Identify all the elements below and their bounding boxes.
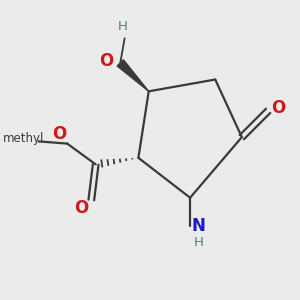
Text: O: O	[100, 52, 114, 70]
Text: methyl: methyl	[3, 132, 44, 145]
Text: H: H	[194, 236, 203, 249]
Text: O: O	[52, 125, 67, 143]
Polygon shape	[117, 60, 149, 91]
Text: N: N	[191, 217, 205, 235]
Text: H: H	[118, 20, 128, 33]
Text: O: O	[271, 99, 285, 117]
Text: O: O	[74, 199, 88, 217]
